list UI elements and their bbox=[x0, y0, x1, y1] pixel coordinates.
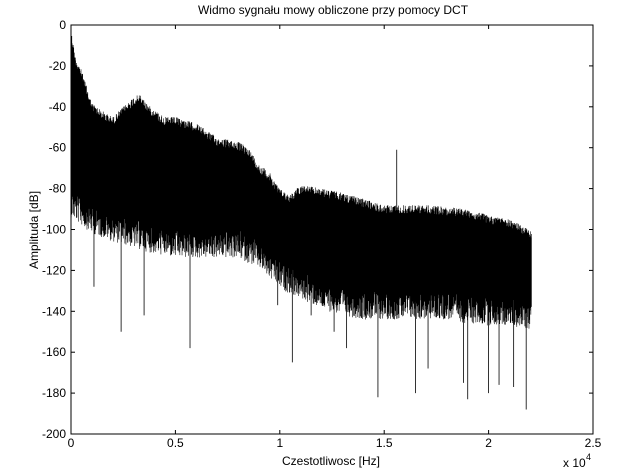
y-tick-label: -100 bbox=[42, 223, 66, 237]
x-tick-label: 2 bbox=[485, 436, 492, 450]
x-multiplier-label: x 10 bbox=[563, 456, 586, 470]
spectrum-trace bbox=[70, 35, 532, 410]
x-multiplier-exponent: 4 bbox=[586, 452, 591, 462]
x-tick-label: 1 bbox=[276, 436, 283, 450]
y-tick-label: 0 bbox=[59, 18, 66, 32]
y-tick-label: -140 bbox=[42, 304, 66, 318]
y-tick-label: -40 bbox=[49, 100, 67, 114]
y-tick-label: -180 bbox=[42, 386, 66, 400]
y-axis-ticks: 0 -20 -40 -60 -80 -100 -120 -140 -160 -180 -200 bbox=[42, 18, 593, 441]
x-tick-label: 1.5 bbox=[376, 436, 393, 450]
y-tick-label: -80 bbox=[49, 182, 67, 196]
y-tick-label: -160 bbox=[42, 345, 66, 359]
x-axis-ticks: 0 0.5 1 1.5 2 2.5 bbox=[68, 25, 602, 450]
x-tick-label: 0 bbox=[68, 436, 75, 450]
y-axis-title: Amplituda [dB] bbox=[27, 191, 41, 269]
y-tick-label: -120 bbox=[42, 263, 66, 277]
y-tick-label: -20 bbox=[49, 59, 67, 73]
x-tick-label: 0.5 bbox=[167, 436, 184, 450]
chart-title: Widmo sygnału mowy obliczone przy pomocy… bbox=[198, 3, 469, 17]
y-tick-label: -60 bbox=[49, 141, 67, 155]
x-axis-title: Czestotliwosc [Hz] bbox=[282, 454, 380, 468]
spectrum-band bbox=[71, 37, 532, 298]
x-tick-label: 2.5 bbox=[585, 436, 602, 450]
y-tick-label: -200 bbox=[42, 427, 66, 441]
